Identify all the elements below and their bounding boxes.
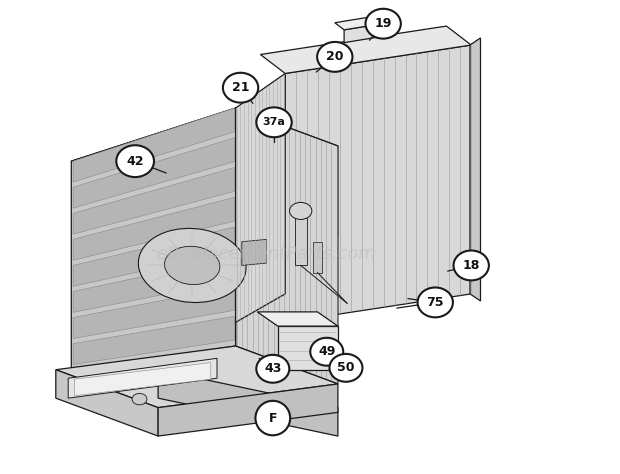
Polygon shape [242,239,267,265]
Polygon shape [335,16,388,30]
Polygon shape [73,227,234,286]
Ellipse shape [317,42,352,72]
Ellipse shape [453,251,489,281]
Ellipse shape [256,355,290,383]
Polygon shape [236,73,285,322]
Ellipse shape [164,246,220,284]
Polygon shape [294,218,307,265]
Text: 21: 21 [232,81,249,94]
Polygon shape [73,286,234,338]
Ellipse shape [310,338,343,365]
Text: F: F [268,411,277,425]
Ellipse shape [329,354,363,382]
Polygon shape [344,23,388,43]
Text: 50: 50 [337,361,355,374]
Ellipse shape [223,73,259,103]
Polygon shape [71,108,236,370]
Polygon shape [68,358,217,398]
Ellipse shape [365,9,401,39]
Ellipse shape [255,401,290,435]
Circle shape [132,393,147,405]
Text: eReplacementParts.com: eReplacementParts.com [157,245,376,263]
Polygon shape [73,197,234,260]
Ellipse shape [417,287,453,318]
Text: 43: 43 [264,362,281,375]
Text: 20: 20 [326,50,343,64]
Text: 37a: 37a [263,117,285,128]
Polygon shape [73,168,234,234]
Text: 42: 42 [126,155,144,168]
Polygon shape [470,38,480,301]
Polygon shape [124,270,338,346]
Polygon shape [73,138,234,208]
Polygon shape [56,346,338,408]
Polygon shape [73,316,234,365]
Ellipse shape [138,228,246,302]
Circle shape [290,202,312,219]
Polygon shape [236,108,338,384]
Text: 49: 49 [318,345,335,358]
Text: 18: 18 [463,259,480,272]
Polygon shape [74,363,211,396]
Ellipse shape [117,145,154,177]
Polygon shape [278,326,338,370]
Polygon shape [313,242,322,273]
Polygon shape [174,146,338,275]
Polygon shape [158,384,338,436]
Polygon shape [257,312,338,326]
Polygon shape [71,108,338,199]
Polygon shape [73,257,234,312]
Text: 75: 75 [427,296,444,309]
Polygon shape [285,45,471,322]
Ellipse shape [257,108,292,137]
Polygon shape [73,108,234,182]
Polygon shape [260,26,471,73]
Polygon shape [158,370,338,436]
Text: 19: 19 [374,17,392,30]
Polygon shape [56,370,158,436]
